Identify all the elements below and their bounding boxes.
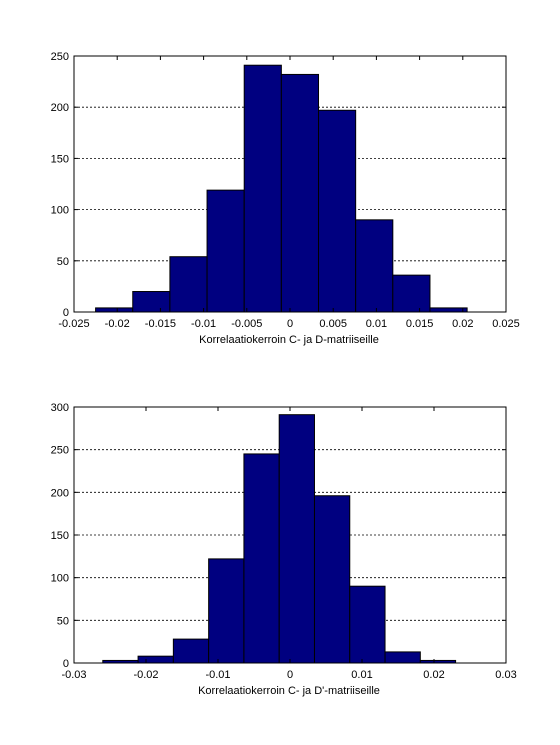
chart-2: -0.03 -0.02 -0.01 0 0.01 0.02 0.03 0 50 100 150 200… bbox=[51, 402, 517, 697]
chart-1-bar bbox=[280, 73, 320, 313]
chart-2-ytick-label: 0 bbox=[63, 658, 69, 670]
chart-2-ytick-label: 50 bbox=[57, 615, 69, 627]
chart-2-xlabel: Korrelaatiokerroin C- ja D'-matriiseille bbox=[198, 685, 380, 697]
chart-1-xtick-label: -0.02 bbox=[105, 318, 130, 330]
chart-2-xtick-label: -0.01 bbox=[205, 669, 230, 681]
chart-1-ytick-label: 100 bbox=[51, 205, 69, 217]
chart-1-bar bbox=[429, 307, 468, 313]
chart-2-bar bbox=[208, 558, 245, 664]
chart-2-xtick-label: 0.01 bbox=[351, 669, 372, 681]
chart-2-ytick-label: 250 bbox=[51, 445, 69, 457]
chart-1-ytick-label: 200 bbox=[51, 102, 69, 114]
chart-1-ytick-label: 0 bbox=[63, 307, 69, 319]
chart-1-xtick-label: 0.01 bbox=[366, 318, 387, 330]
chart-2-xtick-label: 0.02 bbox=[423, 669, 444, 681]
chart-2-bar bbox=[172, 638, 210, 664]
chart-1-xtick-label: 0.02 bbox=[452, 318, 473, 330]
chart-1-ytick-label: 150 bbox=[51, 153, 69, 165]
chart-2-ytick-label: 150 bbox=[51, 530, 69, 542]
chart-1-xtick-label: 0.015 bbox=[406, 318, 434, 330]
chart-2-ytick-label: 100 bbox=[51, 573, 69, 585]
chart-2-xtick-label: 0.03 bbox=[495, 669, 516, 681]
chart-2-xtick-label: -0.03 bbox=[61, 669, 86, 681]
chart-1-ytick-label: 50 bbox=[57, 256, 69, 268]
chart-2-ytick-label: 200 bbox=[51, 487, 69, 499]
chart-1-bar bbox=[355, 219, 394, 313]
chart-1-bar bbox=[243, 64, 282, 313]
chart-2-xtick-label: 0 bbox=[287, 669, 293, 681]
chart-1-xtick-label: -0.005 bbox=[231, 318, 262, 330]
chart-2-bar bbox=[384, 651, 421, 664]
chart-1-bar bbox=[318, 109, 357, 313]
chart-2-bar bbox=[349, 585, 386, 664]
chart-1-bar bbox=[206, 189, 245, 313]
chart-2-ytick-label: 300 bbox=[51, 402, 69, 414]
chart-2-bar bbox=[137, 655, 174, 664]
chart-2-bar bbox=[313, 495, 351, 664]
chart-1-xtick-label: -0.01 bbox=[191, 318, 216, 330]
chart-2-xtick-label: -0.02 bbox=[133, 669, 158, 681]
chart-2-bar bbox=[278, 414, 315, 664]
chart-1-xtick-label: 0.025 bbox=[492, 318, 520, 330]
chart-1-xtick-label: -0.015 bbox=[145, 318, 176, 330]
chart-1-xlabel: Korrelaatiokerroin C- ja D-matriiseille bbox=[199, 334, 379, 346]
chart-1-bar bbox=[392, 274, 431, 313]
chart-1-xtick-label: -0.025 bbox=[58, 318, 89, 330]
chart-1-ytick-label: 250 bbox=[51, 51, 69, 63]
chart-1-bar bbox=[169, 256, 208, 313]
chart-2-bar bbox=[243, 453, 280, 664]
chart-1-bar bbox=[95, 307, 134, 313]
chart-1-bar bbox=[132, 291, 171, 313]
chart-1: -0.025 -0.02 -0.015 -0.01 -0.005 0 0.005 0.01 0.… bbox=[51, 51, 520, 346]
chart-1-xtick-label: 0.005 bbox=[319, 318, 347, 330]
chart-1-xtick-label: 0 bbox=[287, 318, 293, 330]
